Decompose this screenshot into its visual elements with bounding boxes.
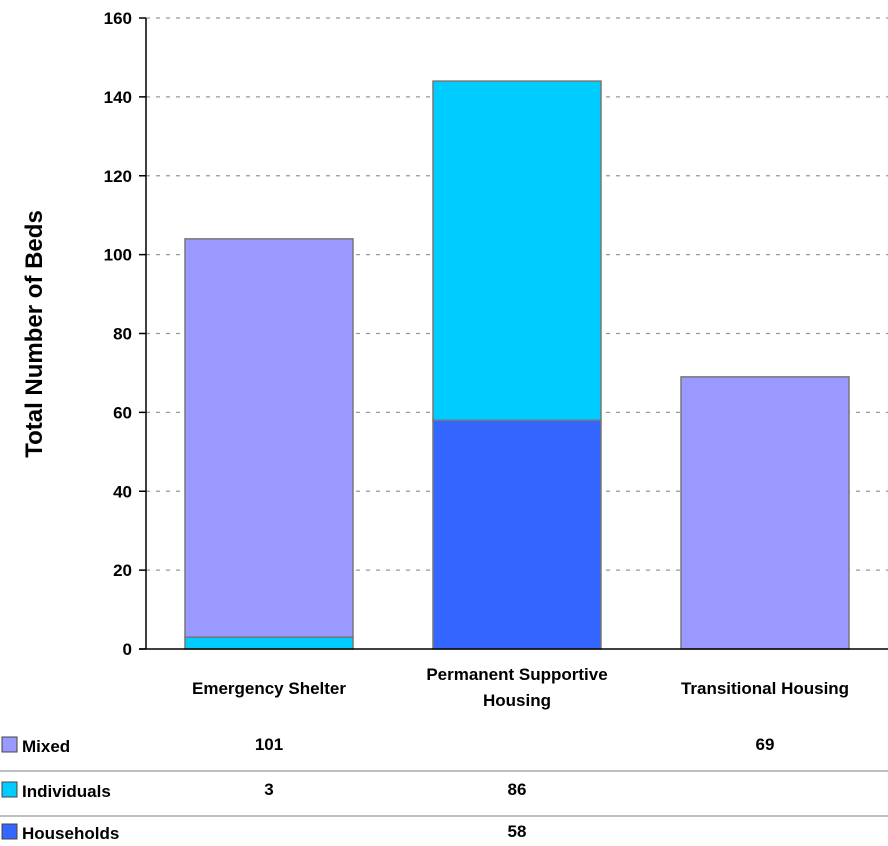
- y-tick-label: 160: [104, 9, 132, 28]
- y-tick-label: 40: [113, 482, 132, 501]
- data-table: Mixed 101 69 Individuals 3 86 Households 58: [0, 735, 888, 843]
- category-label: Permanent Supportive Housing: [426, 665, 607, 710]
- y-tick-label: 100: [104, 246, 132, 265]
- table-cell: 3: [264, 780, 273, 799]
- legend-swatch: [1, 781, 18, 798]
- legend-label: Individuals: [22, 782, 111, 801]
- table-cell: 86: [508, 780, 527, 799]
- table-cell: 69: [756, 735, 775, 754]
- table-cell: 101: [255, 735, 283, 754]
- legend-swatch: [1, 823, 18, 840]
- y-tick-label: 120: [104, 167, 132, 186]
- y-tick-label: 80: [113, 325, 132, 344]
- bar-segment-households: [432, 419, 602, 650]
- legend-label: Households: [22, 824, 119, 843]
- y-tick-labels: 0 20 40 60 80 100 120 140 160: [104, 9, 132, 659]
- table-cell: 58: [508, 822, 527, 841]
- category-labels: Emergency Shelter Permanent Supportive Hou…: [192, 665, 849, 710]
- bar-segment-individuals: [432, 80, 602, 422]
- legend-swatch: [1, 736, 18, 753]
- bar-segment-mixed: [680, 376, 850, 650]
- bar-segment-mixed: [184, 238, 354, 638]
- y-tick-label: 140: [104, 88, 132, 107]
- category-label: Transitional Housing: [681, 679, 849, 698]
- bar-segment-individuals: [184, 636, 354, 650]
- bars: [184, 80, 850, 650]
- y-tick-label: 20: [113, 561, 132, 580]
- y-tick-label: 60: [113, 403, 132, 422]
- legend-label: Mixed: [22, 737, 70, 756]
- category-label: Emergency Shelter: [192, 679, 346, 698]
- y-tick-label: 0: [123, 640, 132, 659]
- y-axis-label: Total Number of Beds: [21, 210, 48, 458]
- axes: [139, 17, 888, 650]
